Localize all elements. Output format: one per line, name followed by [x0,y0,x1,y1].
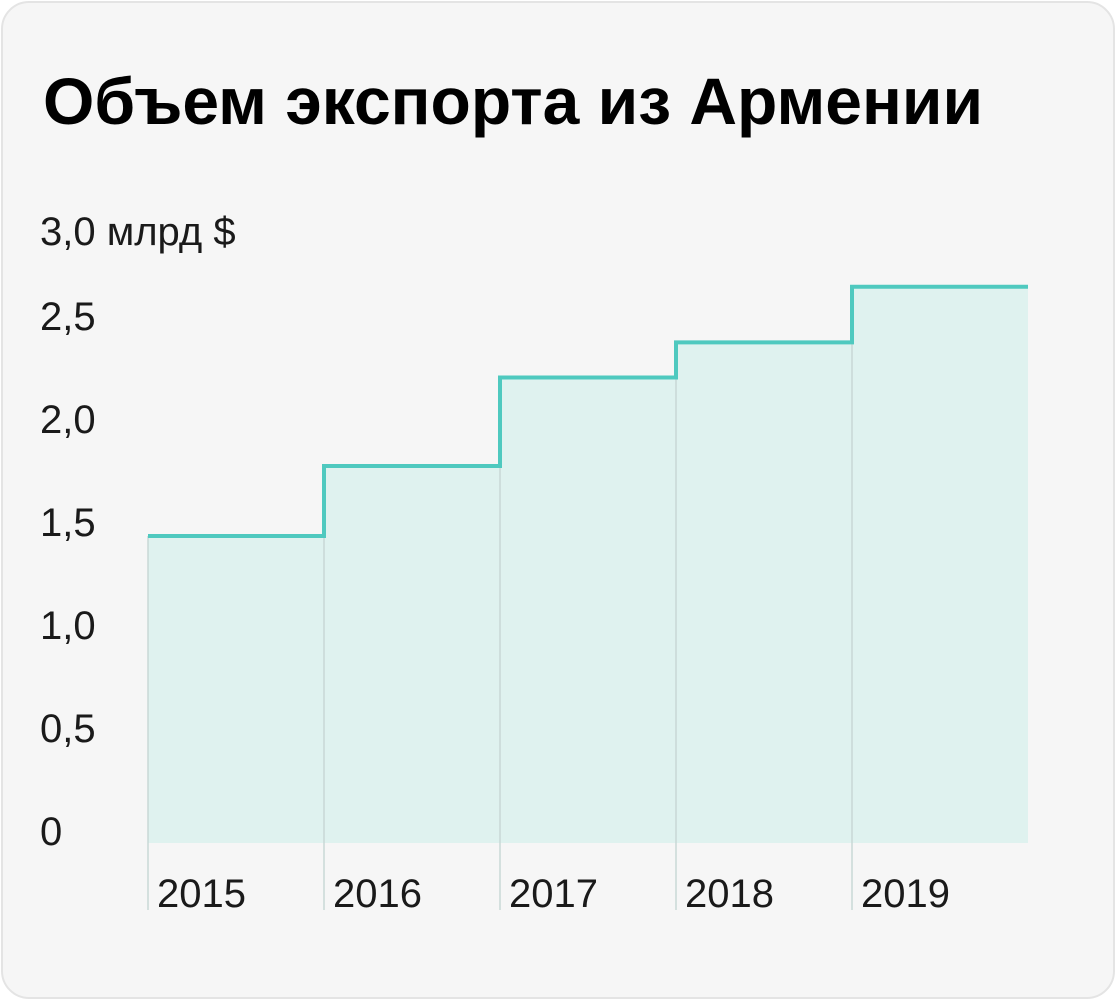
area-layer [148,286,1028,843]
x-tick-label: 2018 [685,872,774,916]
y-tick-label: 1,5 [40,501,96,545]
area-segment-2018 [676,342,852,843]
x-tick-label: 2016 [333,872,422,916]
x-tick-label: 2019 [861,872,950,916]
y-tick-label: 2,5 [40,295,96,339]
x-axis: 2015 2016 2017 2018 2019 [157,872,950,916]
area-segment-2019 [852,286,1028,843]
y-tick-label: 0 [40,810,62,854]
y-tick-label: 0,5 [40,707,96,751]
area-segment-2015 [148,536,324,843]
y-tick-label: 2,0 [40,398,96,442]
x-tick-label: 2017 [509,872,598,916]
y-tick-label: 1,0 [40,604,96,648]
area-segment-2016 [324,466,500,843]
x-tick-label: 2015 [157,872,246,916]
area-segment-2017 [500,377,676,843]
chart-title: Объем экспорта из Армении [43,64,984,138]
y-axis-unit-label: 3,0 млрд $ [40,210,236,254]
y-axis: 3,0 млрд $ 0 0,5 1,0 1,5 2,0 2,5 [40,210,236,854]
line-layer [148,284,1028,539]
series-step-line [148,284,1028,539]
separator-layer [147,342,853,910]
